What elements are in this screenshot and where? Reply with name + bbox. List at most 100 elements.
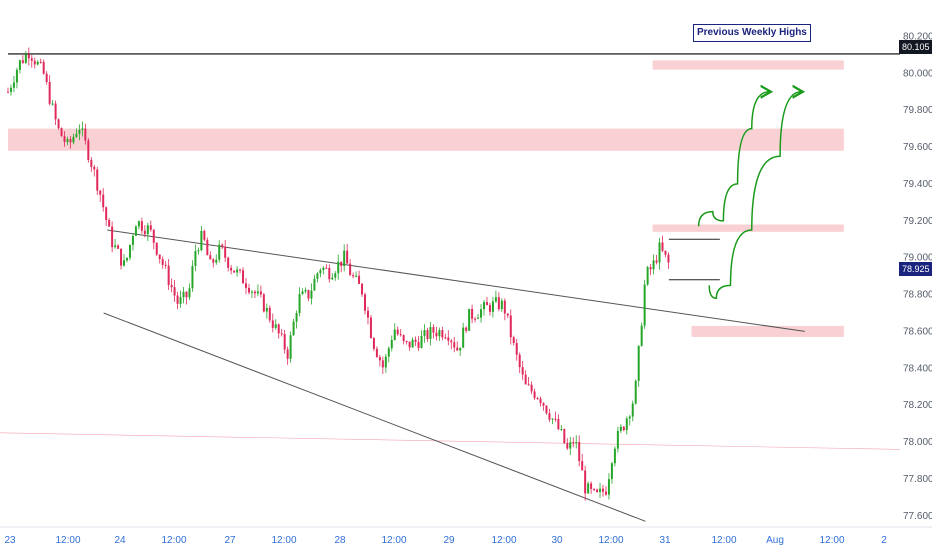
projected-paths xyxy=(697,92,802,299)
candle-body xyxy=(218,244,221,260)
candle-body xyxy=(622,426,625,431)
candle-body xyxy=(209,255,212,260)
candle-body xyxy=(423,330,426,336)
candle-body xyxy=(536,398,539,400)
candle-body xyxy=(361,283,364,295)
time-tick-label: 12:00 xyxy=(271,535,296,546)
trendline-1 xyxy=(103,312,646,522)
candle-body xyxy=(289,335,292,359)
price-tick-label: 79.800 xyxy=(903,105,932,116)
time-tick-label: 12:00 xyxy=(711,535,736,546)
candle-body xyxy=(301,291,304,295)
candle-body xyxy=(102,194,105,208)
candle-body xyxy=(84,128,87,141)
candle-body xyxy=(164,264,167,266)
candle-body xyxy=(212,259,215,263)
price-tick-label: 78.600 xyxy=(903,326,932,337)
price-axis: 80.200 80.000 79.800 79.600 79.400 79.200 79.0… xyxy=(903,31,932,521)
candle-body xyxy=(384,356,387,368)
candle-body xyxy=(640,325,643,346)
candle-body xyxy=(414,339,417,342)
candle-body xyxy=(572,442,575,444)
time-tick-label: 12:00 xyxy=(161,535,186,546)
candle-body xyxy=(355,275,358,277)
candle-body xyxy=(170,285,173,288)
price-tick-label: 79.000 xyxy=(903,253,932,264)
candle-body xyxy=(667,254,670,263)
candle-body xyxy=(105,207,108,221)
candle-body xyxy=(45,73,48,83)
candle-body xyxy=(488,305,491,312)
candle-body xyxy=(247,287,250,293)
candle-body xyxy=(518,354,521,368)
time-tick-label: 2 xyxy=(881,535,887,546)
candle-body xyxy=(239,269,242,271)
candle-body xyxy=(340,261,343,266)
candle-body xyxy=(149,225,152,230)
candle-body xyxy=(54,103,57,120)
candle-body xyxy=(447,337,450,341)
candle-body xyxy=(295,313,298,322)
candle-body xyxy=(599,488,602,492)
candle-body xyxy=(634,380,637,404)
candle-body xyxy=(191,265,194,289)
candle-body xyxy=(471,308,474,319)
candle-body xyxy=(566,443,569,449)
candle-body xyxy=(215,259,218,263)
candle-body xyxy=(337,261,340,274)
candle-body xyxy=(137,221,140,227)
candle-body xyxy=(343,250,346,266)
price-tick-label: 80.000 xyxy=(903,68,932,79)
candle-body xyxy=(120,248,123,266)
candle-body xyxy=(194,251,197,266)
candle-body xyxy=(483,302,485,310)
candle-body xyxy=(256,291,259,294)
price-tick-label: 78.400 xyxy=(903,363,932,374)
candle-body xyxy=(515,343,518,355)
time-tick-label: 30 xyxy=(551,535,563,546)
candle-body xyxy=(548,413,551,420)
candle-body xyxy=(542,403,545,406)
candle-body xyxy=(593,488,596,490)
zone-2 xyxy=(652,224,844,232)
candle-body xyxy=(99,190,102,195)
candle-body xyxy=(575,441,578,444)
candle-body xyxy=(459,347,462,351)
time-tick-label: 28 xyxy=(334,535,346,546)
candle-body xyxy=(551,418,554,420)
candle-body xyxy=(268,307,271,321)
candle-body xyxy=(503,300,506,314)
candle-body xyxy=(521,367,524,375)
candle-body xyxy=(310,290,313,299)
candle-body xyxy=(506,313,509,316)
candle-body xyxy=(462,327,465,348)
zone-0 xyxy=(652,60,844,70)
candle-body xyxy=(616,430,619,449)
candle-body xyxy=(146,225,149,235)
time-tick-label: 27 xyxy=(224,535,236,546)
candle-body xyxy=(369,317,372,339)
candle-body xyxy=(646,267,649,285)
time-tick-label: 31 xyxy=(659,535,671,546)
candle-body xyxy=(334,273,337,278)
candle-body xyxy=(435,332,438,337)
candle-body xyxy=(325,267,328,269)
candle-body xyxy=(545,405,548,414)
candle-body xyxy=(364,294,366,311)
candle-body xyxy=(27,54,30,59)
candle-body xyxy=(245,283,247,288)
candle-body xyxy=(319,270,322,274)
candle-body xyxy=(450,340,453,343)
candle-body xyxy=(613,448,616,464)
candle-body xyxy=(48,82,51,104)
candle-body xyxy=(497,297,500,310)
candle-body xyxy=(185,291,188,298)
price-tick-label: 78.200 xyxy=(903,400,932,411)
weekly-high-price-tag: 80.105 xyxy=(899,40,932,54)
candle-body xyxy=(474,318,477,320)
candle-body xyxy=(233,270,236,273)
trendlines xyxy=(103,229,805,522)
price-tick-label: 77.800 xyxy=(903,474,932,485)
candle-body xyxy=(456,347,459,351)
consolidation-range xyxy=(668,238,720,281)
